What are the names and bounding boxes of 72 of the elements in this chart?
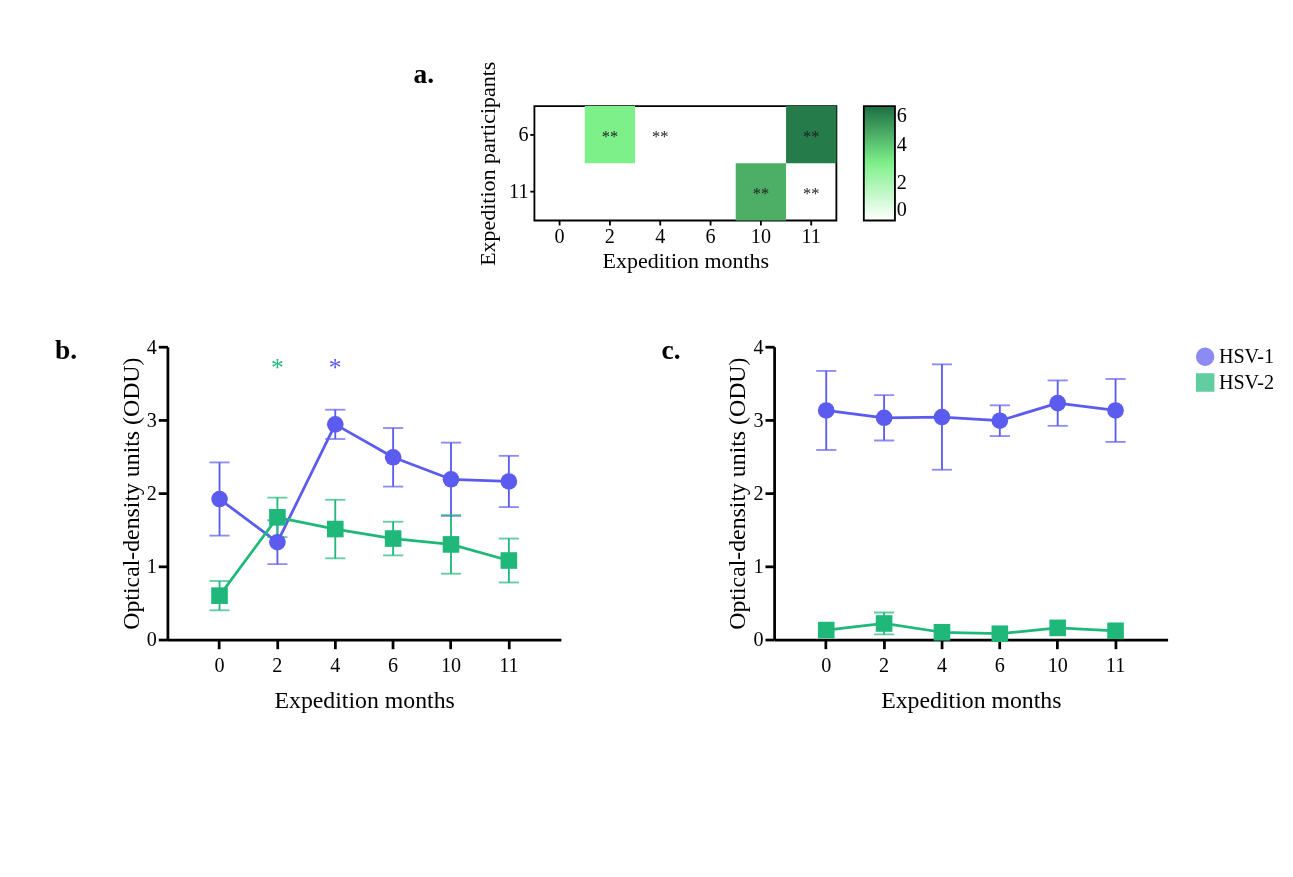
chart-title: b. bbox=[54, 334, 78, 365]
x-tick-label: 10 bbox=[440, 654, 462, 677]
data-label: ** bbox=[802, 127, 820, 147]
x-tick-label: 0 bbox=[214, 654, 225, 677]
point bbox=[875, 409, 893, 427]
x-tick-label: 2 bbox=[879, 654, 890, 677]
point bbox=[1049, 394, 1066, 412]
x-tick-label: 2 bbox=[604, 224, 615, 247]
y-tick-label: 4 bbox=[146, 335, 157, 358]
y-tick-label: 2 bbox=[753, 482, 764, 505]
color-bar-label: 0 bbox=[896, 197, 907, 220]
point bbox=[1107, 402, 1124, 419]
point bbox=[817, 402, 835, 419]
x-axis-title: Expedition months bbox=[602, 247, 770, 273]
point bbox=[326, 416, 344, 433]
y-axis-title: Expedition participants bbox=[475, 61, 501, 266]
x-tick-label: 4 bbox=[936, 654, 947, 677]
x-tick-label: 10 bbox=[1047, 654, 1068, 677]
color-bar-label: 6 bbox=[896, 103, 907, 126]
point bbox=[1107, 622, 1124, 640]
point bbox=[384, 449, 402, 466]
point bbox=[384, 530, 402, 547]
point bbox=[500, 552, 518, 569]
chart-title: c. bbox=[661, 334, 681, 365]
point bbox=[1049, 619, 1066, 637]
x-axis-title: Expedition months bbox=[274, 686, 455, 713]
y-tick-label: 1 bbox=[146, 555, 157, 578]
point bbox=[817, 621, 835, 639]
annotation: * bbox=[271, 353, 284, 383]
x-tick-label: 6 bbox=[388, 654, 399, 677]
text: ** bbox=[802, 184, 820, 204]
data-label: ** bbox=[601, 127, 619, 147]
x-tick-label: 10 bbox=[750, 224, 771, 247]
x-tick-label: 4 bbox=[655, 224, 666, 247]
point bbox=[933, 623, 951, 641]
x-tick-label: 11 bbox=[1105, 654, 1126, 677]
x-tick-label: 0 bbox=[554, 224, 565, 247]
y-tick-label: 3 bbox=[146, 408, 157, 431]
y-tick-label: 3 bbox=[753, 408, 764, 431]
y-tick-label: 0 bbox=[146, 628, 157, 651]
point bbox=[326, 520, 344, 538]
y-tick-label: 4 bbox=[753, 335, 764, 358]
text: ** bbox=[651, 127, 669, 147]
point bbox=[442, 470, 460, 488]
data-label: ** bbox=[752, 184, 770, 204]
color-bar-label: 2 bbox=[896, 170, 907, 193]
chart-title: a. bbox=[413, 59, 435, 90]
legend-label: HSV-1 bbox=[1218, 345, 1275, 368]
y-axis-title: Optical-density units (ODU) bbox=[117, 357, 144, 630]
x-tick-label: 4 bbox=[330, 654, 341, 677]
y-axis-title: Optical-density units (ODU) bbox=[724, 357, 751, 630]
annotation: * bbox=[328, 353, 342, 383]
x-tick-label: 2 bbox=[272, 654, 283, 677]
point bbox=[933, 408, 951, 426]
point bbox=[500, 473, 518, 490]
point bbox=[211, 490, 228, 508]
x-axis-title: Expedition months bbox=[881, 686, 1062, 713]
x-tick-label: 6 bbox=[994, 654, 1005, 677]
y-tick-label: 2 bbox=[146, 482, 157, 505]
point bbox=[269, 509, 286, 526]
legend-label: HSV-2 bbox=[1218, 370, 1275, 393]
color-bar-label: 4 bbox=[896, 132, 907, 155]
y-tick-label: 0 bbox=[753, 628, 764, 651]
point bbox=[211, 587, 228, 604]
x-tick-label: 0 bbox=[821, 654, 832, 677]
x-tick-label: 6 bbox=[705, 224, 716, 247]
y-tick-label: 1 bbox=[753, 555, 764, 578]
point bbox=[991, 625, 1009, 643]
point bbox=[442, 536, 460, 553]
point bbox=[991, 412, 1009, 429]
x-tick-label: 11 bbox=[801, 224, 821, 247]
point bbox=[269, 533, 286, 551]
